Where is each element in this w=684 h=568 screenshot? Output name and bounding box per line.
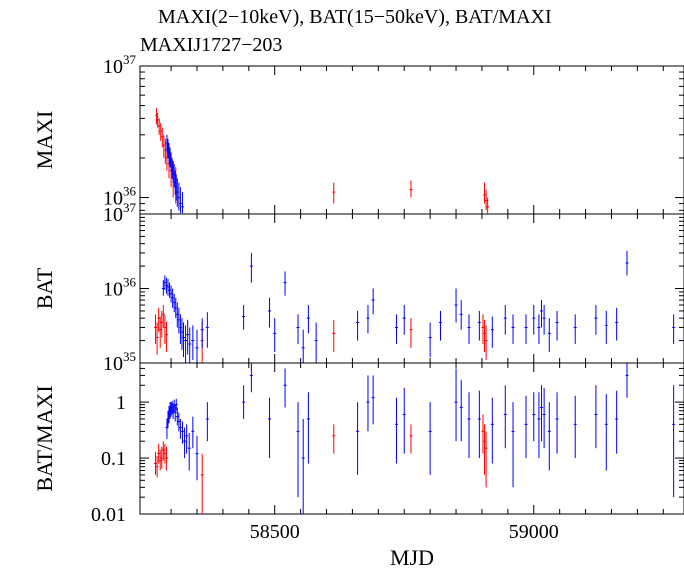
series-red bbox=[155, 107, 490, 214]
y-tick-base: 10 bbox=[103, 204, 123, 226]
y-tick-base: 10 bbox=[103, 279, 123, 301]
x-tick-label: 59000 bbox=[509, 521, 559, 543]
y-tick-label: 1036 bbox=[103, 275, 137, 301]
series-blue bbox=[165, 134, 184, 214]
y-tick-base: 10 bbox=[103, 56, 123, 78]
y-axis-label: MAXI bbox=[32, 111, 57, 170]
x-axis: 58500 59000 MJD bbox=[250, 521, 559, 568]
y-tick-label: 1037 bbox=[103, 200, 137, 226]
x-tick-label: 58500 bbox=[250, 521, 300, 543]
x-axis-label: MJD bbox=[390, 545, 434, 568]
y-tick-label: 0.1 bbox=[101, 448, 126, 470]
y-tick-exponent: 37 bbox=[123, 200, 137, 215]
series-red bbox=[154, 305, 488, 363]
chart-subtitle: MAXIJ1727−203 bbox=[140, 34, 283, 56]
panel-bat-maxi: 0.01 0.1 1 BAT/MAXI bbox=[32, 362, 684, 526]
y-tick-base: 10 bbox=[103, 188, 123, 210]
y-tick-label: 1036 bbox=[103, 184, 137, 210]
y-axis-label: BAT bbox=[32, 267, 57, 309]
y-tick-label: 1 bbox=[116, 392, 126, 414]
panel-frame bbox=[139, 65, 684, 215]
chart-title: MAXI(2−10keV), BAT(15−50keV), BAT/MAXI bbox=[158, 6, 552, 28]
series-red bbox=[154, 414, 488, 514]
y-axis-label: BAT/MAXI bbox=[32, 385, 57, 491]
y-tick-exponent: 35 bbox=[123, 349, 136, 364]
y-tick-exponent: 36 bbox=[123, 275, 137, 290]
series-blue bbox=[165, 363, 676, 514]
y-tick-exponent: 37 bbox=[123, 52, 137, 67]
series-blue bbox=[161, 250, 676, 363]
y-tick-label: 0.01 bbox=[91, 504, 126, 526]
y-tick-label: 1035 bbox=[103, 349, 136, 375]
y-tick-label: 1037 bbox=[103, 52, 137, 78]
panel-frame bbox=[139, 362, 684, 515]
y-tick-exponent: 36 bbox=[123, 184, 137, 199]
panel-frame bbox=[139, 213, 684, 364]
y-tick-base: 10 bbox=[103, 353, 123, 375]
